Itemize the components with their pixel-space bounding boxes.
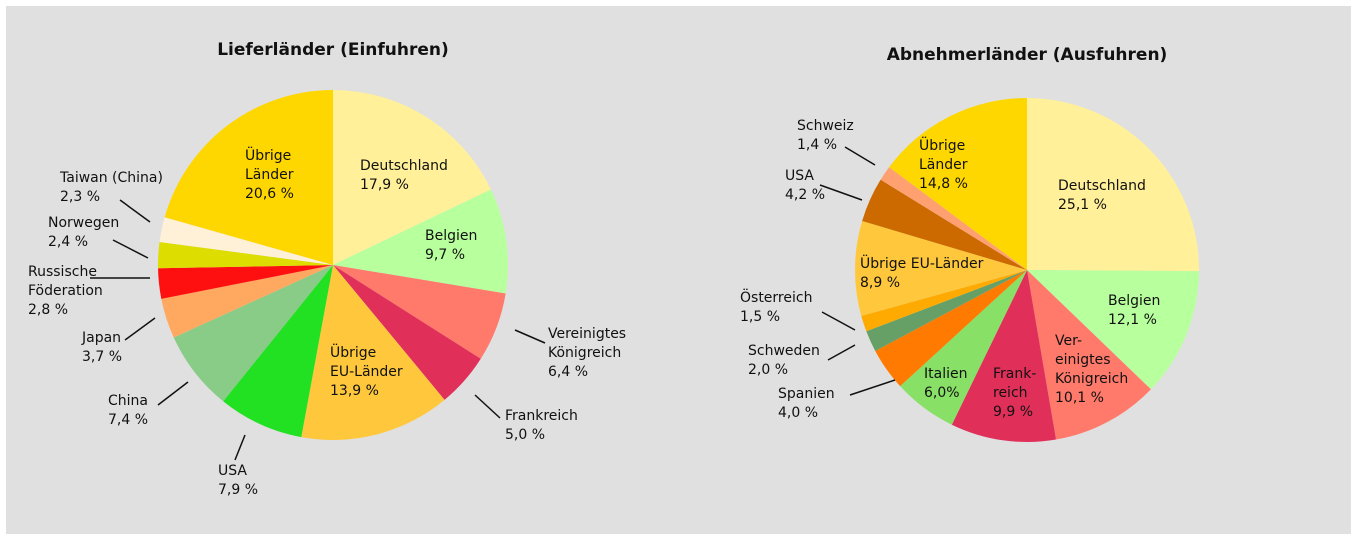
pie-slice: [333, 189, 508, 294]
leader-line: [112, 239, 149, 259]
pie-slice: [1027, 270, 1199, 390]
leader-line: [234, 434, 246, 461]
pie-slice: [862, 179, 1027, 270]
value-label: 2,8 %: [28, 302, 68, 318]
value-label: 7,4 %: [108, 412, 148, 428]
pie-slice: [158, 265, 333, 299]
value-label: 1,5 %: [740, 309, 780, 325]
leader-line: [849, 379, 896, 396]
pie-slice: [333, 90, 491, 265]
slice-label: Italien: [924, 366, 967, 382]
value-label: 12,1 %: [1108, 312, 1157, 328]
pie-slice: [951, 270, 1057, 442]
slice-label: Belgien: [425, 228, 477, 244]
pie-slice: [159, 217, 333, 265]
value-label: 3,7 %: [82, 349, 122, 365]
leader-line: [844, 146, 876, 166]
slice-label: Übrige Länder: [245, 146, 294, 183]
value-label: 6,4 %: [548, 364, 588, 380]
pie-slice: [164, 90, 333, 265]
value-label: 2,3 %: [60, 189, 100, 205]
value-label: 20,6 %: [245, 186, 294, 202]
slice-label: China: [108, 393, 148, 409]
value-label: 6,0%: [924, 385, 960, 401]
pie-slice: [875, 270, 1027, 387]
leader-line: [124, 317, 156, 341]
pie-slice: [866, 270, 1027, 351]
value-label: 13,9 %: [330, 383, 379, 399]
leader-line: [827, 344, 856, 361]
slice-label: Russische Föderation: [28, 264, 103, 299]
slice-label: Spanien: [778, 386, 835, 402]
pie-slice: [855, 220, 1027, 316]
pie-slice: [880, 167, 1027, 270]
value-label: 4,0 %: [778, 405, 818, 421]
pie-slice: [173, 265, 333, 402]
value-label: 4,2 %: [785, 187, 825, 203]
value-label: 1,4 %: [797, 137, 837, 153]
leader-line: [821, 311, 856, 331]
value-label: 2,4 %: [48, 234, 88, 250]
slice-label: Norwegen: [48, 215, 119, 231]
pie-slice: [900, 270, 1027, 425]
pie-slice: [333, 265, 481, 400]
leader-line: [157, 381, 189, 406]
value-label: 8,9 %: [860, 275, 900, 291]
slice-label: Taiwan (China): [59, 170, 163, 186]
slice-label: Japan: [81, 330, 121, 346]
value-label: 17,9 %: [360, 177, 409, 193]
value-label: 14,8 %: [919, 176, 968, 192]
pie-slice: [158, 241, 333, 269]
slice-label: Schweiz: [797, 118, 854, 134]
slice-label: Schweden: [748, 343, 820, 359]
pie-slice: [1027, 98, 1199, 272]
slice-label: Übrige EU-Länder: [860, 254, 984, 272]
value-label: 25,1 %: [1058, 197, 1107, 213]
pie-slice: [301, 265, 445, 440]
leader-line: [119, 199, 151, 223]
pie-slice: [223, 265, 333, 438]
slice-label: Deutschland: [360, 158, 448, 174]
value-label: 9,7 %: [425, 247, 465, 263]
value-label: 9,9 %: [993, 404, 1033, 420]
value-label: 5,0 %: [505, 427, 545, 443]
chart-title: Abnehmerländer (Ausfuhren): [887, 45, 1168, 65]
slice-label: Belgien: [1108, 293, 1160, 309]
pie-slice: [861, 270, 1027, 332]
slice-label: Frank-reich: [993, 366, 1036, 401]
slice-label: Deutschland: [1058, 178, 1146, 194]
leader-line: [819, 184, 863, 201]
slice-label: Frankreich: [505, 408, 578, 424]
slice-label: USA: [218, 463, 247, 479]
leader-line: [474, 394, 501, 419]
value-label: 10,1 %: [1055, 390, 1104, 406]
slice-label: Übrige Länder: [919, 136, 968, 173]
slice-label: Österreich: [740, 288, 812, 306]
value-label: 7,9 %: [218, 482, 258, 498]
pie-slice: [889, 98, 1027, 270]
slice-label: USA: [785, 168, 814, 184]
value-label: 2,0 %: [748, 362, 788, 378]
pie-slice: [161, 265, 333, 338]
slice-label: Ver-einigtes Königreich: [1055, 333, 1128, 387]
chart-title: Lieferländer (Einfuhren): [217, 40, 449, 60]
slice-label: Übrige EU-Länder: [330, 343, 403, 380]
pie-slice: [333, 265, 506, 359]
slice-label: Vereinigtes Königreich: [548, 326, 626, 361]
pie-slice: [1027, 270, 1151, 440]
leader-line: [514, 329, 546, 344]
